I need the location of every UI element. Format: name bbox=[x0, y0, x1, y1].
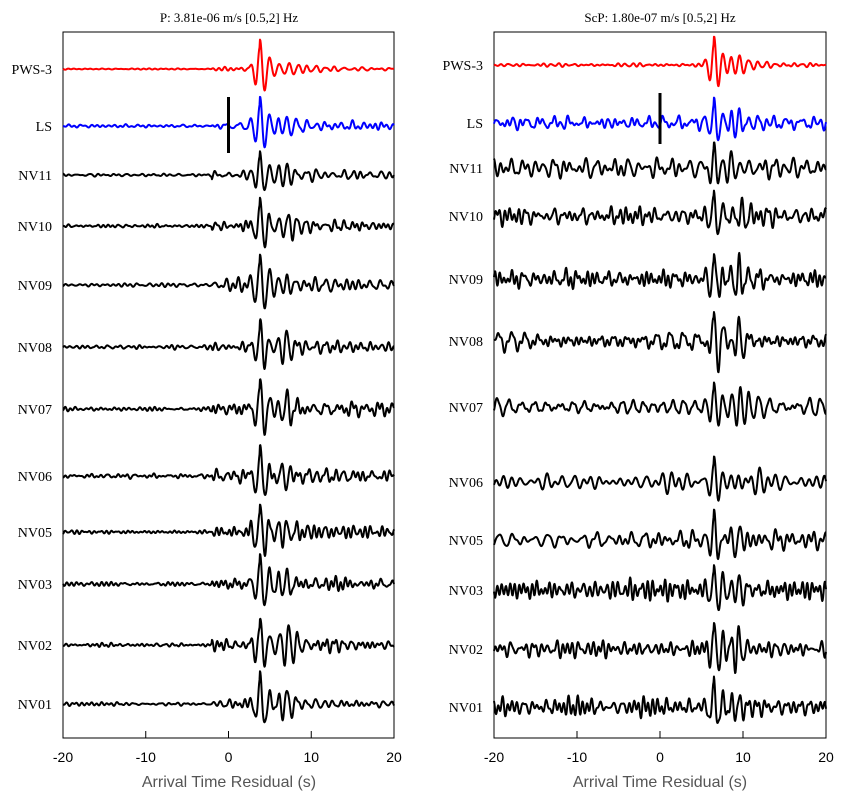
trace-nv07 bbox=[493, 381, 827, 427]
station-label: NV01 bbox=[18, 698, 52, 713]
trace-nv01 bbox=[493, 675, 827, 724]
station-label: NV10 bbox=[18, 220, 52, 235]
trace-nv06 bbox=[62, 444, 395, 496]
trace-nv05 bbox=[62, 503, 395, 558]
station-label: NV03 bbox=[18, 578, 52, 593]
station-label: NV11 bbox=[18, 169, 52, 184]
trace-nv02 bbox=[62, 617, 395, 668]
station-label: NV01 bbox=[449, 701, 483, 716]
panel-scp: ScP: 1.80e-07 m/s [0.5,2] Hz PWS-3 LS NV11… bbox=[443, 10, 834, 791]
station-label: NV11 bbox=[449, 162, 483, 177]
trace-nv01 bbox=[62, 670, 395, 724]
trace-pws-3 bbox=[493, 35, 827, 88]
station-label: NV06 bbox=[18, 470, 52, 485]
trace-group bbox=[493, 35, 827, 724]
station-label: NV05 bbox=[449, 534, 483, 549]
x-tick-label: 10 bbox=[303, 749, 319, 765]
trace-pws-3 bbox=[62, 38, 395, 92]
station-labels: PWS-3 LS NV11 NV10 NV09 NV08 NV07 NV06 NV05 NV03 N… bbox=[443, 59, 483, 716]
x-tick-label: 10 bbox=[735, 749, 751, 765]
panel-title: ScP: 1.80e-07 m/s [0.5,2] Hz bbox=[584, 10, 736, 25]
station-label: NV03 bbox=[449, 584, 483, 599]
station-label: NV10 bbox=[449, 210, 483, 225]
trace-nv09 bbox=[493, 251, 827, 298]
trace-nv09 bbox=[62, 253, 395, 310]
station-labels: PWS-3 LS NV11 NV10 NV09 NV08 NV07 NV06 NV05 NV03 N… bbox=[12, 63, 52, 713]
trace-nv03 bbox=[493, 564, 827, 612]
station-label: LS bbox=[36, 120, 52, 135]
station-label: PWS-3 bbox=[12, 63, 52, 78]
trace-nv08 bbox=[62, 318, 395, 371]
station-label: NV08 bbox=[449, 335, 483, 350]
trace-group bbox=[62, 38, 395, 724]
x-tick-label: -20 bbox=[484, 749, 504, 765]
trace-nv10 bbox=[62, 196, 395, 249]
x-tick-label: 20 bbox=[818, 749, 834, 765]
x-axis-label: Arrival Time Residual (s) bbox=[142, 774, 316, 791]
station-label: NV07 bbox=[18, 403, 52, 418]
station-label: NV06 bbox=[449, 476, 483, 491]
panel-title: P: 3.81e-06 m/s [0.5,2] Hz bbox=[160, 10, 299, 25]
x-tick-label: 20 bbox=[386, 749, 402, 765]
station-label: NV02 bbox=[449, 643, 483, 658]
station-label: NV09 bbox=[18, 279, 52, 294]
trace-nv06 bbox=[493, 455, 827, 502]
x-axis: -20 -10 0 10 20 bbox=[484, 731, 834, 765]
x-tick-label: -10 bbox=[136, 749, 156, 765]
x-tick-label: -20 bbox=[53, 749, 73, 765]
x-axis-label: Arrival Time Residual (s) bbox=[573, 774, 747, 791]
trace-nv08 bbox=[493, 311, 827, 374]
station-label: NV05 bbox=[18, 526, 52, 541]
x-axis: -20 -10 0 10 20 bbox=[53, 731, 402, 765]
trace-nv05 bbox=[493, 508, 827, 561]
trace-nv10 bbox=[493, 189, 827, 236]
trace-nv07 bbox=[62, 378, 395, 436]
trace-nv11 bbox=[493, 141, 827, 185]
trace-nv11 bbox=[62, 150, 395, 192]
station-label: LS bbox=[467, 117, 483, 132]
panel-p: P: 3.81e-06 m/s [0.5,2] Hz PWS-3 LS NV11 NV… bbox=[12, 10, 402, 791]
station-label: NV07 bbox=[449, 401, 483, 416]
station-label: NV09 bbox=[449, 273, 483, 288]
trace-nv02 bbox=[493, 622, 827, 675]
trace-nv03 bbox=[62, 553, 395, 607]
x-tick-label: -10 bbox=[567, 749, 587, 765]
x-tick-label: 0 bbox=[225, 749, 233, 765]
station-label: NV02 bbox=[18, 639, 52, 654]
station-label: NV08 bbox=[18, 341, 52, 356]
station-label: PWS-3 bbox=[443, 59, 483, 74]
x-tick-label: 0 bbox=[656, 749, 664, 765]
